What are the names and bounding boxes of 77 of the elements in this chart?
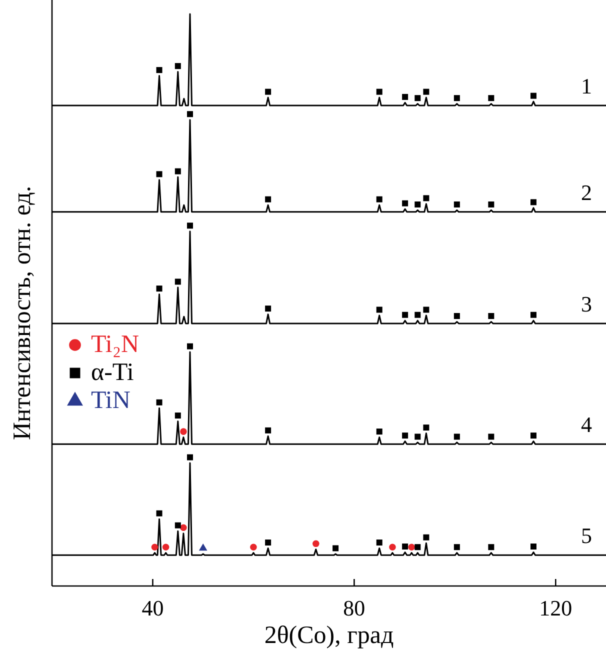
point [454,95,460,102]
legend-label: α-Ti [91,359,134,386]
point [376,428,382,435]
legend-label: TiN [91,387,130,414]
point [530,432,536,439]
point [186,454,193,460]
legend-label: Ti₂N [91,331,140,358]
point [530,199,536,206]
point [414,544,421,550]
point [376,196,382,202]
point [186,111,193,118]
series-label: 4 [581,412,592,438]
point [250,544,257,550]
point [198,543,208,551]
series-label: 5 [581,523,592,548]
point [414,312,421,318]
x-tick-label: 80 [343,596,366,621]
series-label: 3 [581,291,592,316]
point [174,168,181,174]
point [423,88,430,95]
x-axis-title: 2θ(Co), град [264,622,394,649]
series-label: 1 [581,74,592,99]
point [174,522,181,528]
point [332,545,339,552]
point [423,195,430,202]
point [151,544,158,550]
point [414,201,421,208]
point [423,306,430,313]
point [180,524,187,532]
point [488,201,494,208]
point [312,540,320,548]
point [186,343,193,350]
point [265,196,272,202]
point [376,88,382,95]
point [265,88,272,95]
point [408,544,415,550]
point [488,434,494,440]
point [402,200,408,206]
point [423,424,430,431]
point [162,544,170,550]
point [156,171,162,178]
point [414,434,421,440]
point [530,92,536,99]
point [180,428,187,435]
point [156,286,162,292]
point [156,399,162,406]
point [376,306,382,313]
point [402,432,408,439]
point [530,544,536,550]
point [454,434,460,440]
point [174,412,181,419]
point [454,544,460,550]
point [414,95,421,102]
point [530,312,536,318]
point [156,67,162,74]
point [402,312,408,318]
point [454,201,460,208]
point [402,94,408,100]
point [454,313,460,320]
x-tick-label: 40 [142,596,164,621]
point [488,544,494,550]
point [423,534,430,540]
point [265,427,272,434]
point [186,222,193,229]
point [402,544,408,550]
point [376,540,382,546]
y-axis-title: Интенсивность, отн. ед. [9,186,36,440]
point [265,540,272,546]
point [174,63,181,70]
point [265,306,272,312]
point [389,544,396,550]
x-tick-label: 120 [539,596,572,621]
point [488,95,494,102]
point [156,510,162,516]
point [174,278,181,285]
point [488,313,494,320]
series-label: 2 [581,180,592,205]
